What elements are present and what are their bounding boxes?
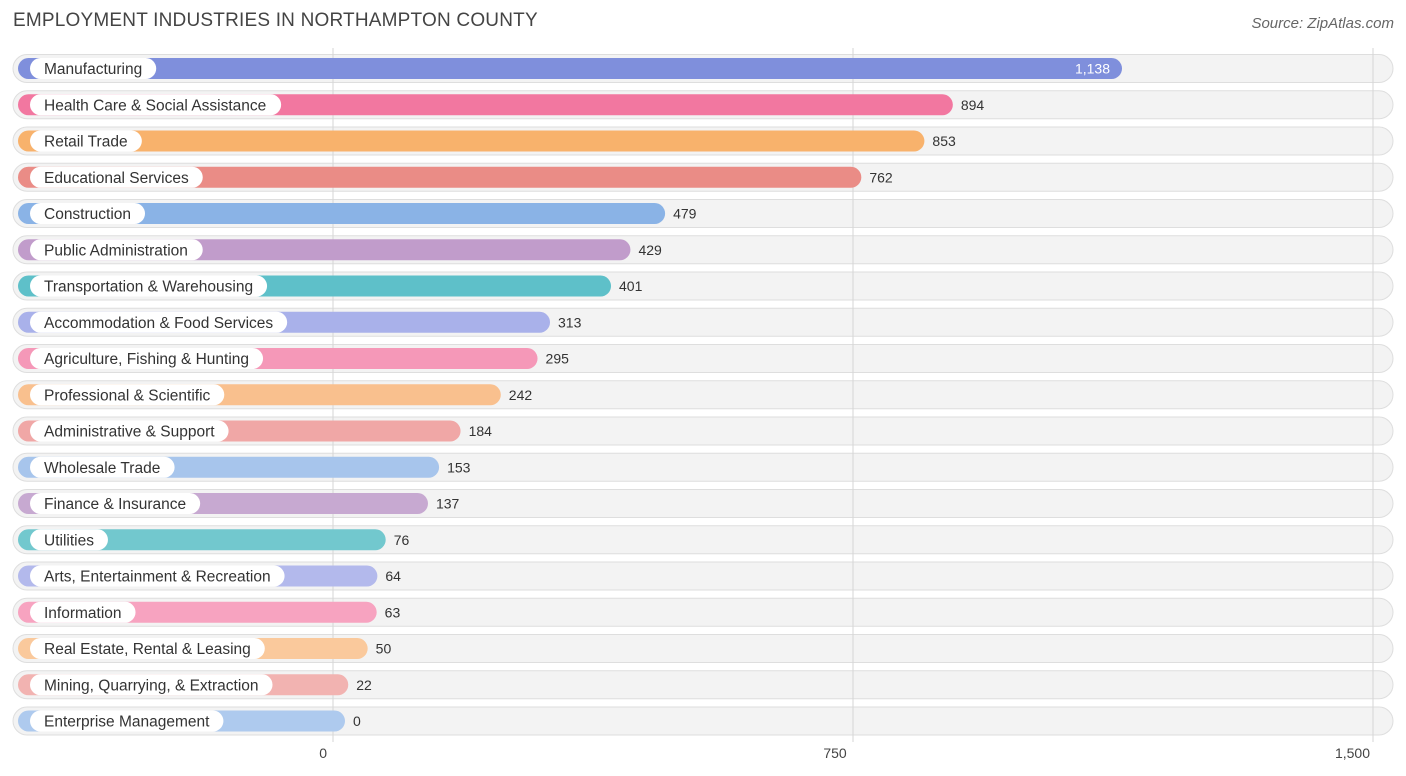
category-label: Finance & Insurance bbox=[44, 496, 186, 513]
category-label-pill bbox=[30, 166, 203, 188]
category-label-pill bbox=[30, 710, 224, 732]
bar bbox=[18, 166, 862, 188]
value-label: 50 bbox=[376, 641, 392, 657]
category-label-pill bbox=[30, 601, 136, 623]
category-label: Public Administration bbox=[44, 242, 188, 259]
category-label-pill bbox=[30, 638, 265, 659]
category-label-pill bbox=[30, 94, 282, 116]
category-label: Administrative & Support bbox=[44, 424, 215, 441]
category-label: Utilities bbox=[44, 532, 94, 549]
chart-title: EMPLOYMENT INDUSTRIES IN NORTHAMPTON COU… bbox=[13, 10, 538, 31]
category-label: Retail Trade bbox=[44, 134, 128, 151]
value-label: 242 bbox=[509, 387, 533, 403]
bar bbox=[18, 203, 666, 224]
value-label: 762 bbox=[869, 169, 893, 185]
category-label: Accommodation & Food Services bbox=[44, 315, 273, 332]
value-label: 76 bbox=[394, 532, 410, 548]
category-label: Educational Services bbox=[44, 170, 189, 187]
category-label-pill bbox=[30, 239, 203, 261]
category-label-pill bbox=[30, 456, 175, 478]
category-label: Professional & Scientific bbox=[44, 387, 211, 404]
category-label-pill bbox=[30, 348, 264, 369]
category-label-pill bbox=[30, 130, 142, 152]
category-label: Arts, Entertainment & Recreation bbox=[44, 569, 271, 586]
category-label-pill bbox=[30, 493, 201, 514]
category-label: Construction bbox=[44, 206, 131, 223]
value-label: 853 bbox=[932, 133, 956, 149]
bar bbox=[18, 130, 925, 152]
value-label: 479 bbox=[673, 206, 697, 222]
category-label: Mining, Quarrying, & Extraction bbox=[44, 677, 259, 694]
category-label: Information bbox=[44, 605, 122, 622]
bar bbox=[18, 58, 1123, 79]
value-label: 63 bbox=[385, 604, 401, 620]
value-label: 0 bbox=[353, 713, 361, 729]
category-label: Agriculture, Fishing & Hunting bbox=[44, 351, 249, 368]
bar bbox=[18, 529, 386, 551]
row-background bbox=[12, 706, 1394, 736]
value-label: 1,138 bbox=[1075, 61, 1110, 77]
value-label: 894 bbox=[961, 97, 985, 113]
category-label-pill bbox=[30, 384, 225, 406]
category-label: Transportation & Warehousing bbox=[44, 279, 253, 296]
category-label-pill bbox=[30, 275, 268, 297]
row-background bbox=[12, 670, 1394, 700]
category-label-pill bbox=[30, 311, 288, 333]
category-label: Real Estate, Rental & Leasing bbox=[44, 641, 251, 658]
category-label-pill bbox=[30, 420, 229, 442]
value-label: 401 bbox=[619, 278, 643, 294]
category-label-pill bbox=[30, 203, 146, 224]
category-label-pill bbox=[30, 674, 273, 696]
x-tick-label: 750 bbox=[823, 745, 847, 761]
x-tick-label: 0 bbox=[319, 745, 327, 761]
category-label: Wholesale Trade bbox=[44, 460, 160, 477]
value-label: 137 bbox=[436, 496, 460, 512]
value-label: 184 bbox=[469, 423, 493, 439]
category-label-pill bbox=[30, 565, 285, 587]
category-label: Enterprise Management bbox=[44, 714, 210, 731]
value-label: 64 bbox=[385, 568, 401, 584]
value-label: 22 bbox=[356, 677, 372, 693]
value-label: 153 bbox=[447, 459, 471, 475]
chart-source: Source: ZipAtlas.com bbox=[1251, 15, 1394, 32]
category-label-pill bbox=[30, 58, 157, 79]
value-label: 295 bbox=[546, 351, 570, 367]
value-label: 313 bbox=[558, 314, 582, 330]
category-label: Health Care & Social Assistance bbox=[44, 97, 266, 114]
category-label: Manufacturing bbox=[44, 61, 142, 78]
value-label: 429 bbox=[638, 242, 662, 258]
category-label-pill bbox=[30, 529, 108, 551]
x-tick-label: 1,500 bbox=[1335, 745, 1370, 761]
